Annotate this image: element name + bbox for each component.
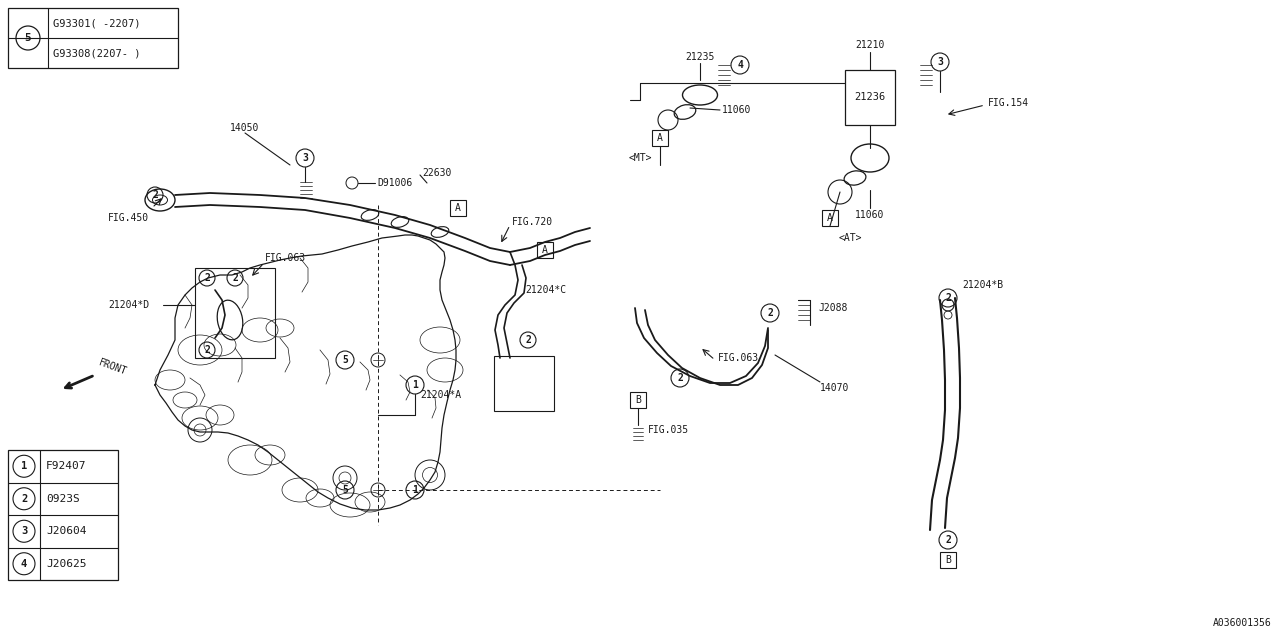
Text: FIG.450: FIG.450	[108, 213, 150, 223]
Text: 2: 2	[767, 308, 773, 318]
Text: 4: 4	[20, 559, 27, 569]
Text: 2: 2	[945, 293, 951, 303]
Text: FIG.720: FIG.720	[512, 217, 553, 227]
Text: A: A	[657, 133, 663, 143]
Text: 21236: 21236	[854, 92, 886, 102]
Text: 1: 1	[412, 380, 419, 390]
Text: FRONT: FRONT	[97, 358, 128, 377]
Bar	[822, 210, 838, 226]
Bar	[451, 200, 466, 216]
Bar	[195, 268, 275, 358]
Text: J2088: J2088	[818, 303, 847, 313]
Bar	[494, 356, 554, 411]
Text: <MT>: <MT>	[628, 153, 652, 163]
Text: 14070: 14070	[820, 383, 850, 393]
Text: <AT>: <AT>	[838, 233, 861, 243]
Text: 1: 1	[412, 485, 419, 495]
Text: G93301( -2207): G93301( -2207)	[52, 18, 141, 28]
Text: F92407: F92407	[46, 461, 87, 471]
Text: 2: 2	[232, 273, 238, 283]
Text: 2: 2	[204, 273, 210, 283]
Text: A: A	[456, 203, 461, 213]
Text: J20604: J20604	[46, 526, 87, 536]
Text: FIG.063: FIG.063	[265, 253, 306, 263]
Text: 22630: 22630	[422, 168, 452, 178]
Bar	[630, 392, 646, 408]
Text: 2: 2	[945, 535, 951, 545]
Text: B: B	[945, 555, 951, 565]
Text: B: B	[635, 395, 641, 405]
Bar	[652, 130, 668, 146]
Bar	[8, 450, 118, 580]
Text: 21204*C: 21204*C	[525, 285, 566, 295]
Text: A036001356: A036001356	[1213, 618, 1272, 628]
Text: A: A	[827, 213, 833, 223]
Text: 14050: 14050	[230, 123, 260, 133]
Text: 2: 2	[204, 345, 210, 355]
Text: 3: 3	[937, 57, 943, 67]
Text: 2: 2	[152, 190, 157, 200]
Text: 2: 2	[677, 373, 684, 383]
Text: D91006: D91006	[378, 178, 412, 188]
Text: 4: 4	[737, 60, 742, 70]
Text: 11060: 11060	[855, 210, 884, 220]
Text: 21204*B: 21204*B	[963, 280, 1004, 290]
Text: 21204*D: 21204*D	[108, 300, 150, 310]
Text: 2: 2	[20, 493, 27, 504]
Bar	[940, 552, 956, 568]
Text: 21235: 21235	[685, 52, 714, 62]
Text: 5: 5	[24, 33, 32, 43]
Text: A: A	[541, 245, 548, 255]
Text: 0923S: 0923S	[46, 493, 79, 504]
Text: FIG.154: FIG.154	[988, 98, 1029, 108]
Text: 11060: 11060	[722, 105, 751, 115]
Text: 3: 3	[302, 153, 308, 163]
Bar	[538, 242, 553, 258]
Text: FIG.035: FIG.035	[648, 425, 689, 435]
Text: G93308(2207- ): G93308(2207- )	[52, 48, 141, 58]
Bar	[8, 8, 178, 68]
Text: 21204*A: 21204*A	[420, 390, 461, 400]
Bar	[845, 70, 895, 125]
Text: 21210: 21210	[855, 40, 884, 50]
Text: 3: 3	[20, 526, 27, 536]
Text: 1: 1	[20, 461, 27, 471]
Text: FIG.063: FIG.063	[718, 353, 759, 363]
Text: 2: 2	[525, 335, 531, 345]
Text: 5: 5	[342, 355, 348, 365]
Text: J20625: J20625	[46, 559, 87, 569]
Text: 5: 5	[342, 485, 348, 495]
